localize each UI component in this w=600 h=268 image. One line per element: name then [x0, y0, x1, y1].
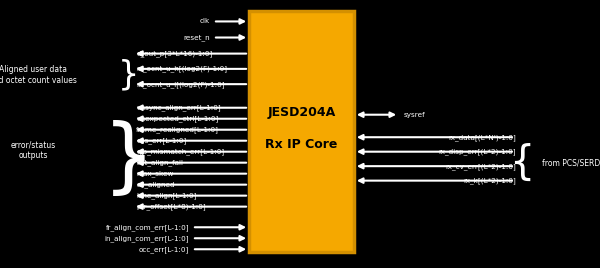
Text: fr_align_com_err[L-1:0]: fr_align_com_err[L-1:0] [106, 224, 189, 231]
Text: clk: clk [200, 18, 210, 24]
Text: rx_k[(L*2)-1:0]: rx_k[(L*2)-1:0] [463, 177, 516, 184]
Text: all_aligned: all_aligned [136, 181, 175, 188]
Text: init_align_fail: init_align_fail [136, 159, 183, 166]
Text: rx_cv_err[(L*2)-1:0]: rx_cv_err[(L*2)-1:0] [445, 163, 516, 170]
Text: unsync_align_err[L-1:0]: unsync_align_err[L-1:0] [136, 104, 221, 111]
Text: frame_realigned[L-1:0]: frame_realigned[L-1:0] [136, 126, 219, 133]
Text: {: { [509, 143, 535, 183]
Text: }: } [103, 121, 155, 199]
Text: c/b_mismatch_err[L-1:0]: c/b_mismatch_err[L-1:0] [136, 148, 224, 155]
Text: rx_ocnt_u_h[(log2(F)-1:0]: rx_ocnt_u_h[(log2(F)-1:0] [136, 65, 227, 72]
Text: max_skew: max_skew [136, 170, 173, 177]
Text: occ_err[L-1:0]: occ_err[L-1:0] [139, 246, 189, 253]
Text: Aligned user data
and octet count values: Aligned user data and octet count values [0, 65, 77, 85]
Text: sysref: sysref [403, 112, 425, 118]
Text: in_align_com_err[L-1:0]: in_align_com_err[L-1:0] [104, 235, 189, 242]
Text: rx_disp_err[(L*2)-1:0]: rx_disp_err[(L*2)-1:0] [439, 148, 516, 155]
Text: d_out_p[3*L*16)-1:0]: d_out_p[3*L*16)-1:0] [136, 50, 212, 57]
Text: rx_data[(L*N')-1:0]: rx_data[(L*N')-1:0] [448, 134, 516, 141]
Text: }: } [118, 58, 140, 92]
FancyBboxPatch shape [249, 11, 354, 252]
Text: JESD204A: JESD204A [268, 106, 335, 119]
Text: cgs_err[L-1:0]: cgs_err[L-1:0] [136, 137, 187, 144]
Text: lane_align[L-1:0]: lane_align[L-1:0] [136, 192, 197, 199]
Text: Rx IP Core: Rx IP Core [265, 138, 338, 151]
Text: unexpected_ctrl[L-1:0]: unexpected_ctrl[L-1:0] [136, 115, 218, 122]
Text: error/status
outputs: error/status outputs [10, 140, 56, 160]
Text: reset_n: reset_n [184, 34, 210, 41]
Text: rx_ocnt_u_l[(log2(F)-1:0]: rx_ocnt_u_l[(log2(F)-1:0] [136, 81, 225, 88]
Text: from PCS/SERDES: from PCS/SERDES [542, 158, 600, 167]
Text: ptr_offset[L*8)-1:0]: ptr_offset[L*8)-1:0] [136, 203, 206, 210]
